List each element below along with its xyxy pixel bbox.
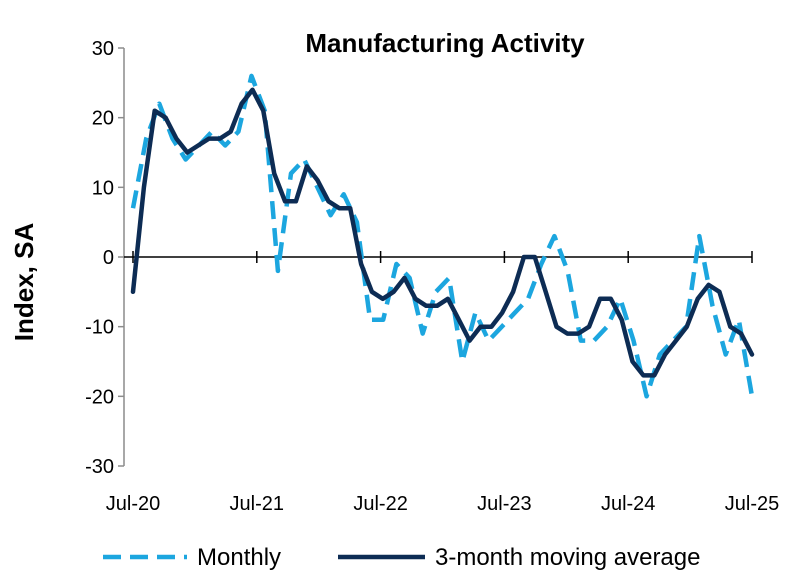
x-tick-label: Jul-24 [601,493,655,515]
y-tick-label: 20 [92,108,114,130]
series-line-monthly [130,73,755,399]
series-layer [130,73,755,399]
y-tick-label: 0 [103,247,114,269]
y-tick-label: 30 [92,38,114,60]
series-line-moving-average [130,87,755,378]
x-tick-label: Jul-25 [725,493,779,515]
legend: Monthly 3-month moving average [103,544,700,571]
x-tick-label: Jul-20 [106,493,160,515]
x-tick-label: Jul-22 [353,493,407,515]
x-tick-label: Jul-23 [477,493,531,515]
y-axis: -30 -20 -10 0 10 20 30 [85,38,125,478]
y-axis-label: Index, SA [9,223,39,342]
y-tick-label: -30 [85,456,114,478]
legend-label: 3-month moving average [435,544,700,571]
x-tick-label: Jul-21 [230,493,284,515]
y-tick-label: -20 [85,386,114,408]
y-tick-label: -10 [85,317,114,339]
chart-title: Manufacturing Activity [305,28,585,58]
x-axis: Jul-20 Jul-21 Jul-22 Jul-23 Jul-24 Jul-25 [106,251,779,515]
y-tick-label: 10 [92,177,114,199]
legend-label: Monthly [197,544,281,571]
